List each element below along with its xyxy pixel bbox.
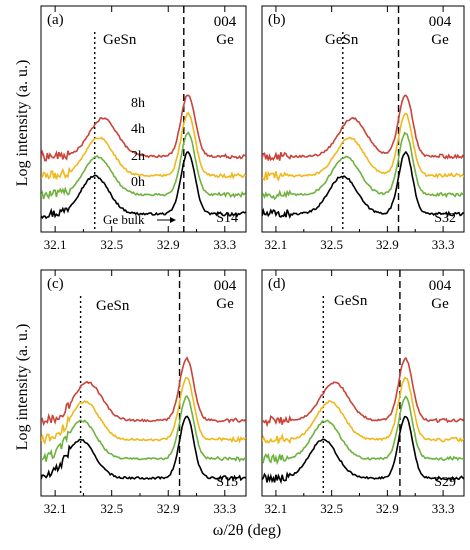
- panel-b: 32.1 32.5 32.9 33.3 (b) GeSn 004 Ge S32: [261, 5, 465, 252]
- curve-4h: [41, 111, 246, 180]
- ge-bulk-label: Ge bulk: [103, 212, 145, 227]
- panel-frame: [261, 269, 465, 497]
- x-tick-label: 32.1: [265, 237, 288, 252]
- series-label-0h: 0h: [131, 175, 145, 190]
- curve-0h: [41, 151, 246, 220]
- x-tick-label: 32.9: [157, 237, 180, 252]
- gesn-label: GeSn: [96, 298, 130, 314]
- sample-label: S14: [216, 211, 238, 226]
- x-tick-label: 32.1: [44, 501, 67, 516]
- panels-layer: 32.1 32.5 32.9 33.3 0h 2h 4h 8h Ge bulk (a) GeSn 00…: [40, 5, 465, 516]
- sample-label: S32: [434, 211, 456, 226]
- curve-0h: [262, 150, 464, 219]
- x-tick-label: 32.1: [265, 501, 288, 516]
- sample-label: S29: [434, 475, 456, 490]
- x-tick-label: 33.3: [213, 237, 236, 252]
- x-tick-label: 33.3: [213, 501, 236, 516]
- panel-letter: (c): [47, 276, 64, 292]
- curve-2h: [41, 131, 246, 200]
- gesn-label: GeSn: [325, 32, 359, 48]
- curve-8h: [41, 94, 246, 162]
- x-tick-label: 32.5: [320, 237, 343, 252]
- x-tick-label: 32.5: [320, 501, 343, 516]
- gesn-label: GeSn: [334, 293, 368, 309]
- panel-d: 32.1 32.5 32.9 33.3 (d) GeSn 004 Ge S29: [261, 269, 465, 516]
- sample-label: S15: [216, 475, 238, 490]
- panel-frame: [261, 5, 465, 233]
- curve-8h: [41, 356, 246, 427]
- panel-a: 32.1 32.5 32.9 33.3 0h 2h 4h 8h Ge bulk (a) GeSn 00…: [40, 5, 247, 252]
- curve-8h: [262, 356, 464, 428]
- curve-8h: [262, 94, 464, 162]
- ge-label: Ge: [431, 32, 449, 48]
- ge-order-label: 004: [429, 278, 452, 294]
- ge-bulk-arrowhead: [170, 217, 176, 223]
- x-tick-label: 32.9: [376, 237, 399, 252]
- curve-0h: [41, 415, 246, 482]
- ge-order-label: 004: [214, 14, 237, 30]
- curve-4h: [262, 376, 464, 445]
- y-axis-label-top: Log intensity (a. u.): [14, 60, 31, 187]
- x-tick-label: 32.1: [44, 237, 67, 252]
- curve-2h: [262, 131, 464, 201]
- curve-4h: [41, 377, 246, 445]
- ge-label: Ge: [431, 296, 449, 312]
- x-tick-label: 32.5: [100, 237, 123, 252]
- panel-c: 32.1 32.5 32.9 33.3 (c) GeSn 004 Ge S15: [40, 269, 247, 516]
- curve-4h: [262, 112, 464, 182]
- curve-0h: [262, 415, 464, 485]
- series-label-4h: 4h: [131, 122, 145, 137]
- curve-2h: [262, 395, 464, 466]
- panel-letter: (b): [268, 12, 286, 28]
- ge-label: Ge: [216, 296, 234, 312]
- curve-2h: [41, 395, 246, 463]
- ge-order-label: 004: [429, 14, 452, 30]
- series-label-2h: 2h: [131, 149, 145, 164]
- x-tick-label: 33.3: [432, 237, 455, 252]
- panel-letter: (d): [268, 276, 286, 292]
- ge-order-label: 004: [214, 278, 237, 294]
- x-axis-label: ω/2θ (deg): [213, 522, 281, 539]
- x-tick-label: 32.5: [100, 501, 123, 516]
- series-label-8h: 8h: [131, 96, 145, 111]
- x-tick-label: 33.3: [432, 501, 455, 516]
- gesn-label: GeSn: [103, 32, 137, 48]
- x-tick-label: 32.9: [376, 501, 399, 516]
- y-axis-label-bottom: Log intensity (a. u.): [14, 324, 31, 451]
- panel-frame: [40, 269, 247, 497]
- ge-label: Ge: [216, 32, 234, 48]
- panel-letter: (a): [47, 12, 64, 28]
- x-tick-label: 32.9: [157, 501, 180, 516]
- panel-frame: [40, 5, 247, 233]
